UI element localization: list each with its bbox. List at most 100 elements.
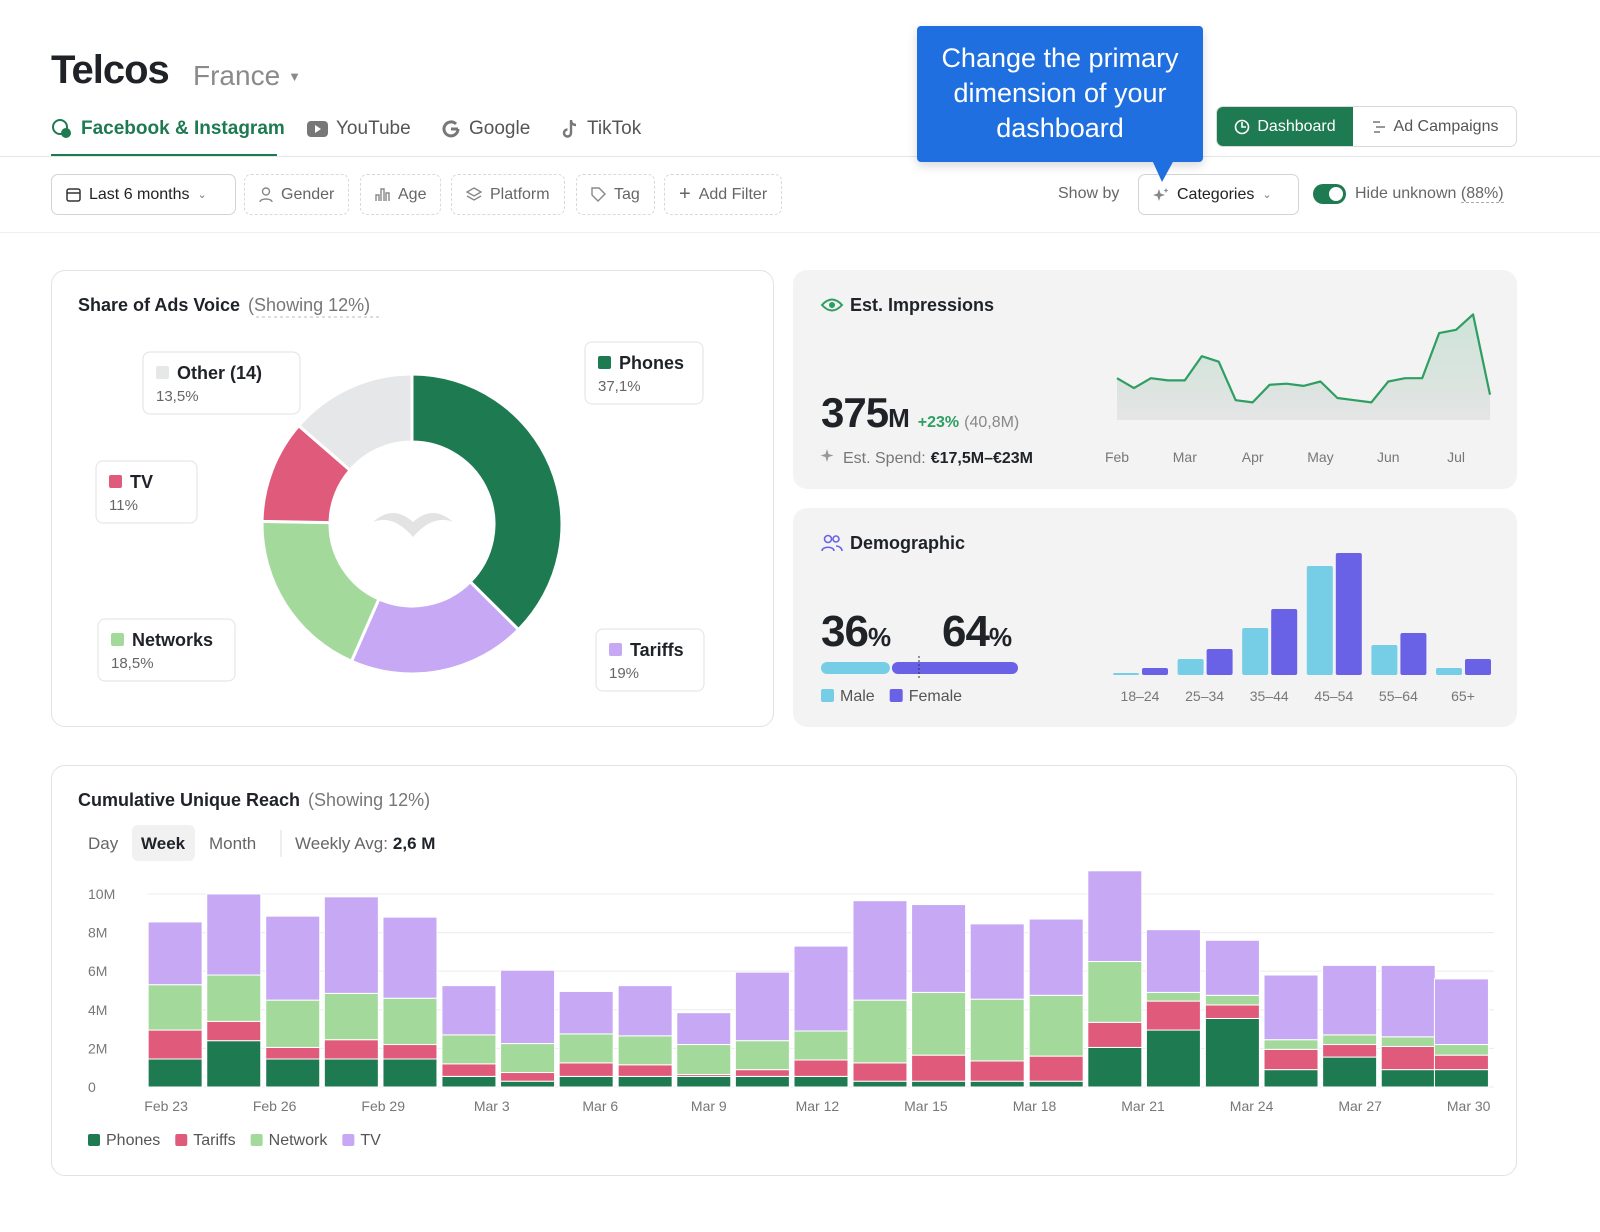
bar-segment: [441, 1034, 497, 1065]
bar-segment: [323, 992, 379, 1041]
title: Cumulative Unique Reach: [78, 790, 300, 810]
period[interactable]: Day: [88, 834, 119, 853]
bar-segment: [1433, 978, 1489, 1046]
filter[interactable]: Tag: [576, 174, 655, 215]
x-tick-label: Mar: [1173, 449, 1197, 465]
country: France: [193, 60, 281, 91]
bar-segment: [1204, 1004, 1260, 1019]
filter-label: Add Filter: [698, 185, 768, 203]
share-unit: %: [868, 622, 891, 652]
bar-segment: [500, 969, 556, 1045]
bar: [1206, 649, 1233, 675]
bar-segment: [1433, 1044, 1489, 1056]
bar-segment: [1380, 1045, 1436, 1071]
y-tick-label: 10M: [88, 886, 115, 902]
spend-label: Est. Spend:: [843, 450, 926, 467]
legend-label: Female: [909, 688, 962, 705]
spend-value: €17,5M–€23M: [931, 450, 1033, 467]
bar: [1242, 628, 1269, 675]
callout-value: 37,1%: [598, 378, 641, 395]
filter[interactable]: Last 6 months ⌄: [51, 174, 236, 215]
bar-segment: [1433, 1054, 1489, 1071]
kpi-change: +23%: [918, 414, 959, 431]
callout-name: Phones: [619, 353, 684, 373]
filter[interactable]: Age: [360, 174, 442, 215]
x-tick-label: May: [1307, 449, 1333, 465]
bar: [1142, 668, 1168, 675]
x-tick-label: Feb 26: [253, 1098, 297, 1114]
bar: [1306, 566, 1333, 675]
tooltip: Change the primary dimension of your das…: [917, 26, 1203, 162]
view-button[interactable]: Dashboard: [1217, 107, 1353, 146]
callout-box: [595, 628, 705, 692]
filter-label: Tag: [614, 185, 640, 203]
bar-segment: [676, 1012, 732, 1046]
chart-title: Demographic: [850, 533, 965, 553]
bar-segment: [852, 1080, 908, 1088]
bar-segment: [441, 1063, 497, 1077]
kpi-unit: M: [888, 403, 910, 433]
callout-box: [584, 341, 704, 405]
bar-segment: [1087, 961, 1143, 1023]
bar-segment: [441, 1075, 497, 1088]
legend-swatch: [88, 1134, 100, 1146]
page-title: Telcos: [51, 48, 170, 92]
bar-segment: [558, 990, 614, 1035]
icon: [259, 187, 273, 202]
x-tick-label: 25–34: [1185, 688, 1224, 704]
bar-segment: [617, 985, 673, 1037]
bar-segment: [676, 1075, 732, 1088]
period[interactable]: Month: [209, 834, 256, 853]
bar-segment: [206, 893, 262, 976]
bar-segment: [1263, 974, 1319, 1041]
filter[interactable]: Gender: [244, 174, 350, 215]
x-tick-label: 65+: [1451, 688, 1475, 704]
bar-segment: [206, 1020, 262, 1042]
bar-segment: [1380, 1069, 1436, 1088]
x-tick-label: Mar 12: [796, 1098, 840, 1114]
x-tick-label: 18–24: [1121, 688, 1160, 704]
bar-segment: [558, 1075, 614, 1088]
bar-segment: [558, 1062, 614, 1077]
bar-segment: [1204, 994, 1260, 1006]
avg-label: Weekly Avg:: [295, 834, 388, 853]
show-by-select[interactable]: Categories ⌄: [1138, 174, 1299, 215]
filter[interactable]: + Add Filter: [664, 174, 783, 215]
filter-label: Age: [398, 185, 427, 203]
tab-icon: [442, 120, 460, 138]
bar-segment: [558, 1033, 614, 1064]
y-tick-label: 0: [88, 1079, 96, 1095]
view-button[interactable]: Ad Campaigns: [1353, 107, 1516, 146]
country-select[interactable]: France ▼: [193, 60, 301, 92]
bar-segment: [500, 1080, 556, 1088]
bar-segment: [147, 984, 203, 1031]
filter-label: Gender: [281, 185, 335, 203]
tab-label: Google: [469, 118, 531, 139]
bar-segment: [1028, 1055, 1084, 1082]
legend-swatch: [111, 633, 124, 646]
subtitle: (Showing 12%): [308, 790, 430, 810]
tab[interactable]: Google: [441, 116, 530, 142]
bar-segment: [969, 1060, 1025, 1082]
tab[interactable]: YouTube: [307, 116, 411, 142]
bar-segment: [1263, 1048, 1319, 1071]
bar-segment: [852, 1062, 908, 1082]
period[interactable]: Week: [141, 834, 186, 853]
bar: [1465, 659, 1491, 675]
tab[interactable]: Facebook & Instagram: [51, 116, 285, 142]
y-tick-label: 2M: [88, 1040, 107, 1056]
bar-segment: [734, 1069, 790, 1077]
subtitle: (Showing 12%): [248, 295, 370, 315]
bar-segment: [1145, 929, 1201, 993]
bar-segment: [1322, 1044, 1378, 1058]
filter[interactable]: Platform: [451, 174, 565, 215]
y-tick-label: 4M: [88, 1002, 107, 1018]
bar-segment: [323, 1039, 379, 1060]
x-tick-label: Mar 21: [1121, 1098, 1165, 1114]
toggle[interactable]: [1313, 184, 1346, 204]
bar-segment: [147, 1029, 203, 1060]
callout-value: 11%: [109, 497, 138, 514]
tab[interactable]: TikTok: [561, 116, 641, 142]
x-tick-label: 55–64: [1379, 688, 1418, 704]
